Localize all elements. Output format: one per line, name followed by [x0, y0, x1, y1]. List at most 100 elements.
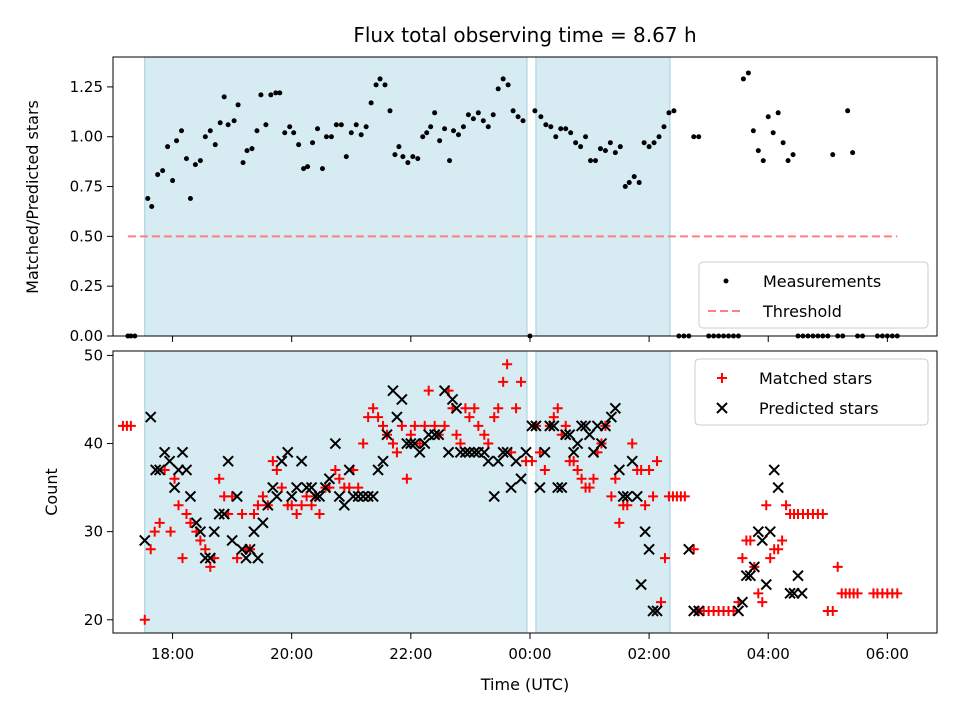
predicted-stars-point [244, 543, 256, 555]
matched-stars-point [644, 464, 655, 475]
matched-stars-point [552, 403, 563, 414]
shaded-interval-1 [144, 56, 528, 337]
measurements-point [254, 128, 260, 134]
matched-stars-point [177, 553, 188, 564]
matched-stars-point [516, 376, 527, 387]
threshold-legend-label: Threshold [762, 302, 842, 321]
measurements-point [447, 158, 453, 164]
xtick-label: 06:00 [866, 645, 909, 663]
predicted-stars-point [764, 525, 776, 538]
predicted-stars-point [617, 490, 629, 503]
measurements-point [179, 128, 185, 134]
measurements-point [656, 134, 662, 140]
predicted-stars-point [772, 481, 784, 494]
measurements-point [691, 134, 697, 140]
ytick-label: 40 [84, 435, 103, 453]
measurements-point [538, 114, 544, 120]
measurements-point [263, 122, 269, 128]
predicted-stars-point [300, 481, 313, 494]
matched-stars-point [306, 500, 317, 511]
measurements-point [225, 122, 231, 128]
measurements-point [170, 178, 176, 184]
predicted-stars-point [208, 525, 220, 538]
measurements-point [780, 140, 786, 146]
predicted-stars-point [176, 446, 189, 459]
predicted-stars-point [639, 525, 651, 538]
predicted-stars-point [446, 393, 459, 406]
measurements-point [282, 130, 288, 136]
matched-stars-point [291, 509, 302, 520]
predicted-stars-point [419, 437, 431, 450]
measurements-point [400, 154, 406, 160]
xtick-label: 22:00 [389, 645, 432, 663]
measurements-point [548, 124, 554, 130]
predicted-stars-point [290, 481, 303, 494]
predicted-stars-point [756, 534, 768, 547]
matched-stars-point [498, 376, 509, 387]
measurements-point [268, 92, 274, 98]
predicted-stars-point [357, 490, 369, 503]
matched-stars-point [181, 509, 192, 520]
matched-stars-point [267, 456, 278, 467]
matched-stars-point [622, 500, 633, 511]
predicted-stars-point [736, 596, 749, 608]
matched-stars-point [200, 544, 211, 555]
measurements-point [830, 152, 836, 158]
measurements-point [363, 124, 369, 130]
measurements-point [405, 160, 411, 166]
matched-stars-point [493, 403, 504, 414]
matched-stars-point [252, 500, 263, 511]
measurements-point [631, 174, 637, 180]
matched-stars-point [214, 473, 225, 484]
predicted-stars-point [158, 446, 171, 459]
measurements-point [249, 146, 255, 152]
matched-stars-point [276, 482, 287, 493]
predicted-stars-point [313, 490, 326, 503]
matched-stars-point [334, 473, 345, 484]
matched-stars-point [387, 438, 398, 449]
measurements-point [602, 148, 608, 154]
measurements-point [333, 122, 339, 128]
measurements-point [382, 82, 388, 88]
matched-stars-point [139, 614, 150, 625]
matched-stars-point [765, 553, 776, 564]
measurements-point [353, 122, 359, 128]
measurements-point [626, 180, 632, 186]
predicted-stars-point [240, 552, 252, 564]
matched-stars-point [419, 420, 430, 431]
predicted-stars-point [285, 490, 298, 503]
predicted-stars-point [539, 446, 551, 459]
matched-stars-point [539, 464, 550, 475]
measurements-point [490, 112, 496, 118]
matched-stars-point [659, 553, 670, 564]
predicted-stars-point [163, 455, 176, 467]
measurements-point [845, 108, 851, 114]
measurements-point [666, 110, 672, 116]
predicted-stars-point [414, 446, 426, 459]
matched-stars-point [257, 491, 268, 502]
predicted-stars-point [488, 490, 500, 503]
measurements-point [455, 132, 461, 138]
matched-stars-point [149, 526, 160, 537]
measurements-point [750, 128, 756, 134]
matched-stars-point [781, 500, 792, 511]
measurements-point [420, 134, 426, 140]
matched-stars-point [237, 509, 248, 520]
predicted-stars-point [381, 429, 393, 441]
predicted-stars-point [226, 534, 238, 547]
predicted-stars-point [323, 473, 336, 485]
predicted-stars-point [534, 481, 546, 494]
predicted-stars-point [438, 384, 451, 397]
matched-stars-point [125, 420, 136, 431]
matched-stars-point [483, 438, 494, 449]
measurements-point [202, 134, 208, 140]
bottom-panel-frame [112, 350, 938, 634]
predicted-stars-point [752, 525, 765, 538]
matched-stars-point [271, 464, 282, 475]
predicted-stars-point [199, 552, 212, 564]
matched-stars-point [511, 403, 522, 414]
matched-stars-point [401, 473, 412, 484]
predicted-stars-point [613, 464, 626, 476]
matched-stars-point [145, 544, 156, 555]
